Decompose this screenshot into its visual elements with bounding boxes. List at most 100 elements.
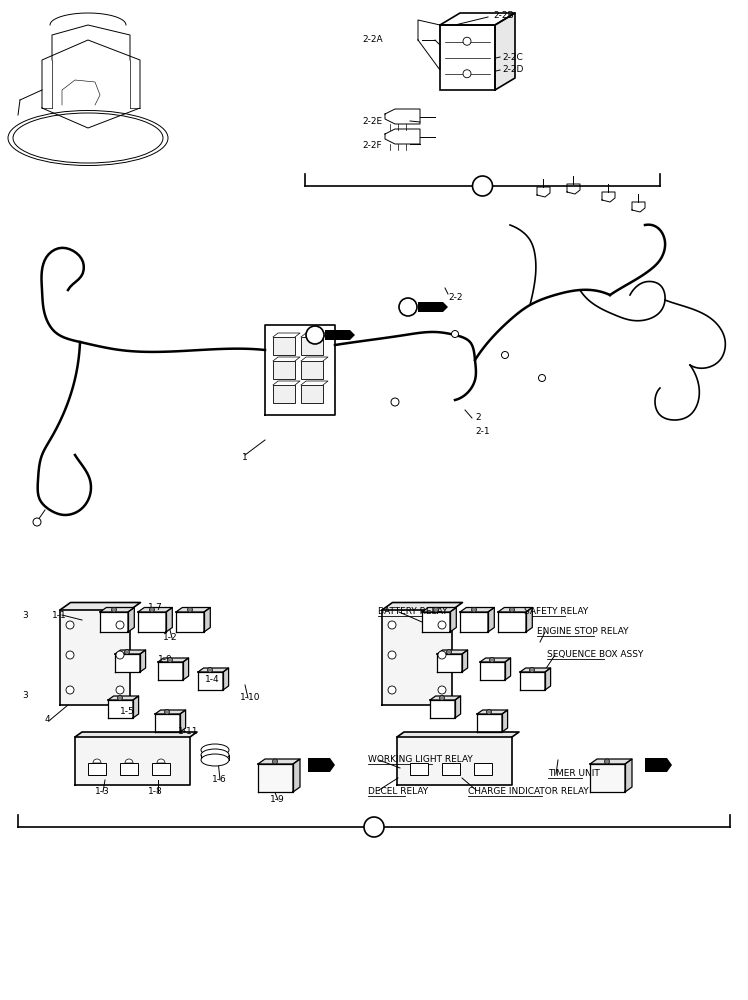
Polygon shape	[183, 658, 188, 680]
Polygon shape	[430, 700, 455, 718]
Polygon shape	[60, 602, 141, 610]
Polygon shape	[460, 607, 494, 612]
Text: 1-1: 1-1	[52, 610, 67, 619]
Polygon shape	[133, 696, 138, 718]
Circle shape	[272, 759, 278, 764]
Bar	[474, 763, 492, 775]
Circle shape	[489, 658, 494, 662]
Circle shape	[165, 710, 170, 714]
Text: ENGINE STOP RELAY: ENGINE STOP RELAY	[537, 628, 628, 637]
Polygon shape	[138, 607, 172, 612]
Polygon shape	[308, 758, 335, 772]
Text: 1-6: 1-6	[212, 776, 227, 784]
Bar	[273, 337, 295, 355]
Polygon shape	[495, 13, 515, 90]
Polygon shape	[258, 759, 300, 764]
Text: B: B	[404, 302, 412, 312]
Circle shape	[391, 398, 399, 406]
Circle shape	[388, 651, 396, 659]
Circle shape	[486, 710, 491, 714]
Circle shape	[150, 607, 155, 612]
Polygon shape	[545, 668, 551, 690]
Polygon shape	[108, 696, 138, 700]
Circle shape	[539, 374, 545, 381]
Polygon shape	[462, 650, 468, 672]
Text: 2-2D: 2-2D	[502, 66, 524, 75]
Wedge shape	[93, 759, 101, 763]
Circle shape	[66, 621, 74, 629]
Polygon shape	[397, 737, 512, 785]
Text: 2-2F: 2-2F	[362, 140, 381, 149]
Bar	[273, 385, 295, 403]
Polygon shape	[625, 759, 632, 792]
Polygon shape	[488, 607, 494, 632]
Circle shape	[399, 298, 417, 316]
Circle shape	[66, 686, 74, 694]
Circle shape	[434, 607, 438, 612]
Polygon shape	[140, 650, 146, 672]
Circle shape	[364, 817, 384, 837]
Polygon shape	[477, 714, 502, 732]
Circle shape	[33, 518, 41, 526]
Circle shape	[473, 176, 492, 196]
Text: 1-7: 1-7	[148, 603, 163, 612]
Ellipse shape	[13, 113, 163, 163]
Polygon shape	[460, 612, 488, 632]
Circle shape	[116, 651, 124, 659]
Bar	[301, 337, 323, 355]
Circle shape	[438, 621, 446, 629]
Circle shape	[117, 696, 123, 700]
Polygon shape	[422, 612, 450, 632]
Polygon shape	[155, 714, 180, 732]
Wedge shape	[157, 759, 165, 763]
Text: 2: 2	[475, 414, 481, 422]
Text: 1-10: 1-10	[240, 694, 260, 702]
Text: 2-2E: 2-2E	[362, 117, 382, 126]
Circle shape	[388, 686, 396, 694]
Text: B: B	[478, 180, 487, 192]
Polygon shape	[128, 607, 135, 632]
Polygon shape	[176, 612, 204, 632]
Text: 1-8: 1-8	[148, 788, 163, 796]
Text: 1-4: 1-4	[205, 676, 220, 684]
Polygon shape	[204, 607, 210, 632]
Bar	[273, 361, 295, 379]
Circle shape	[463, 70, 471, 78]
Circle shape	[116, 621, 124, 629]
Text: 1-3: 1-3	[95, 788, 110, 796]
Text: 2-2A: 2-2A	[362, 35, 383, 44]
Text: SAFETY RELAY: SAFETY RELAY	[524, 607, 588, 616]
Polygon shape	[440, 13, 515, 25]
Polygon shape	[590, 759, 632, 764]
Circle shape	[440, 696, 444, 700]
Polygon shape	[480, 658, 511, 662]
Bar	[152, 763, 170, 775]
Polygon shape	[198, 668, 229, 672]
Polygon shape	[180, 710, 186, 732]
Text: TIMER UNIT: TIMER UNIT	[548, 770, 600, 778]
Text: 1-5: 1-5	[120, 708, 135, 716]
Ellipse shape	[201, 749, 229, 761]
Polygon shape	[450, 607, 456, 632]
Circle shape	[447, 650, 452, 654]
Bar	[442, 763, 460, 775]
Polygon shape	[100, 607, 135, 612]
Text: 1-2: 1-2	[163, 634, 177, 643]
Text: A: A	[370, 820, 378, 834]
Polygon shape	[115, 654, 140, 672]
Text: 1-9: 1-9	[158, 656, 173, 664]
Polygon shape	[590, 764, 625, 792]
Circle shape	[124, 650, 129, 654]
Text: 3: 3	[22, 690, 28, 700]
Polygon shape	[480, 662, 505, 680]
Circle shape	[438, 686, 446, 694]
Circle shape	[471, 607, 476, 612]
Bar	[120, 763, 138, 775]
Polygon shape	[422, 607, 456, 612]
Circle shape	[438, 651, 446, 659]
Polygon shape	[430, 696, 461, 700]
Polygon shape	[382, 602, 462, 610]
Polygon shape	[75, 732, 197, 737]
Ellipse shape	[201, 744, 229, 756]
Polygon shape	[138, 612, 166, 632]
